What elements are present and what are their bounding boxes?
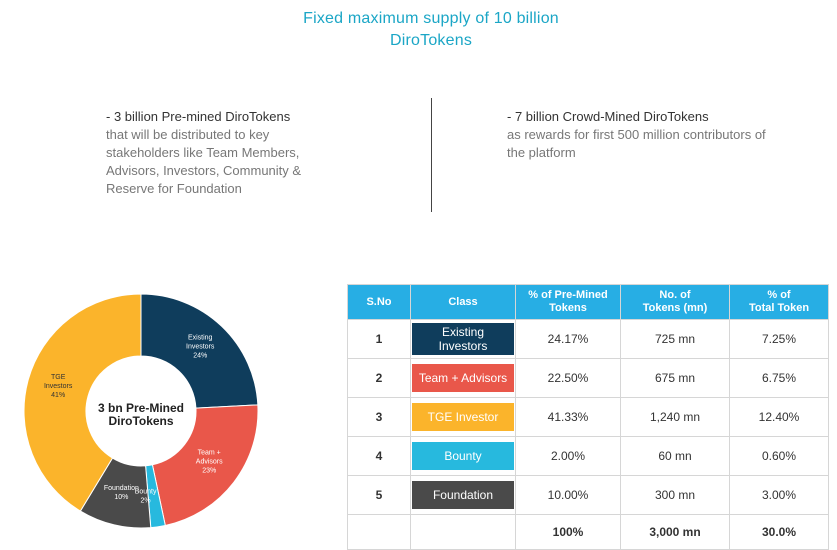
donut-label-tge-investors: TGE Investors 41%: [44, 374, 73, 399]
title-line-2: DiroTokens: [389, 32, 473, 49]
row-class: Team + Advisors: [410, 358, 516, 398]
donut-center-hole: [87, 357, 195, 465]
header-num-tokens: No. of Tokens (mn): [620, 284, 730, 320]
class-badge: Bounty: [412, 442, 514, 470]
donut-slice-tge-investors: [23, 293, 142, 512]
table-total-row: 100% 3,000 mn 30.0%: [347, 514, 829, 550]
donut-label-team-advisors: Team + Advisors 23%: [196, 449, 223, 474]
row-pct-total: 0.60%: [729, 436, 829, 476]
row-class: Existing Investors: [410, 319, 516, 359]
premined-info-block: - 3 billion Pre-mined DiroTokens that wi…: [106, 108, 346, 198]
table-row: 5 Foundation 10.00% 300 mn 3.00%: [347, 475, 829, 515]
row-sno: 2: [347, 358, 411, 398]
row-class: TGE Investor: [410, 397, 516, 437]
total-pct-premined: 100%: [515, 514, 621, 550]
row-pct-premined: 22.50%: [515, 358, 621, 398]
donut-label-bounty: Bounty 2%: [135, 488, 157, 504]
donut-slice-existing-investors: [140, 293, 259, 409]
row-tokens: 1,240 mn: [620, 397, 730, 437]
premined-lead: - 3 billion Pre-mined DiroTokens: [106, 109, 291, 124]
row-sno: 4: [347, 436, 411, 476]
class-badge: Team + Advisors: [412, 364, 514, 392]
row-sno: 1: [347, 319, 411, 359]
table-row: 1 Existing Investors 24.17% 725 mn 7.25%: [347, 319, 829, 359]
crowdmined-info-block: - 7 billion Crowd-Mined DiroTokens as re…: [507, 108, 767, 162]
premined-description: that will be distributed to key stakehol…: [106, 127, 302, 196]
vertical-divider: [431, 98, 432, 212]
donut-label-foundation: Foundation 10%: [104, 485, 139, 501]
header-pct-total: % of Total Token: [729, 284, 829, 320]
header-pct-premined: % of Pre-Mined Tokens: [515, 284, 621, 320]
total-pct-total: 30.0%: [729, 514, 829, 550]
row-pct-premined: 10.00%: [515, 475, 621, 515]
class-badge: Existing Investors: [412, 323, 514, 355]
total-class-empty: [410, 514, 516, 550]
total-sno-empty: [347, 514, 411, 550]
title-line-1: Fixed maximum supply of 10 billion: [303, 10, 559, 27]
class-badge: Foundation: [412, 481, 514, 509]
row-tokens: 725 mn: [620, 319, 730, 359]
donut-center-label-line-1: 3 bn Pre-Mined: [98, 401, 184, 415]
row-tokens: 60 mn: [620, 436, 730, 476]
page-title: Fixed maximum supply of 10 billion DiroT…: [0, 8, 837, 52]
crowdmined-description: as rewards for first 500 million contrib…: [507, 127, 766, 160]
row-pct-total: 3.00%: [729, 475, 829, 515]
row-tokens: 300 mn: [620, 475, 730, 515]
row-pct-premined: 24.17%: [515, 319, 621, 359]
row-pct-total: 6.75%: [729, 358, 829, 398]
row-tokens: 675 mn: [620, 358, 730, 398]
table-row: 3 TGE Investor 41.33% 1,240 mn 12.40%: [347, 397, 829, 437]
row-pct-total: 7.25%: [729, 319, 829, 359]
row-pct-total: 12.40%: [729, 397, 829, 437]
donut-label-existing-investors: Existing Investors 24%: [186, 335, 215, 360]
row-pct-premined: 41.33%: [515, 397, 621, 437]
row-sno: 5: [347, 475, 411, 515]
donut-slice-team-advisors: [151, 404, 259, 527]
table-row: 4 Bounty 2.00% 60 mn 0.60%: [347, 436, 829, 476]
token-allocation-table: S.No Class % of Pre-Mined Tokens No. of To…: [347, 284, 829, 550]
total-tokens: 3,000 mn: [620, 514, 730, 550]
class-badge: TGE Investor: [412, 403, 514, 431]
row-pct-premined: 2.00%: [515, 436, 621, 476]
header-sno: S.No: [347, 284, 411, 320]
donut-center-label-line-2: DiroTokens: [108, 414, 173, 428]
table-row: 2 Team + Advisors 22.50% 675 mn 6.75%: [347, 358, 829, 398]
row-sno: 3: [347, 397, 411, 437]
row-class: Foundation: [410, 475, 516, 515]
donut-chart: Existing Investors 24% Team + Advisors 23% Bou…: [23, 293, 259, 529]
crowdmined-lead: - 7 billion Crowd-Mined DiroTokens: [507, 109, 709, 124]
row-class: Bounty: [410, 436, 516, 476]
header-class: Class: [410, 284, 516, 320]
table-header-row: S.No Class % of Pre-Mined Tokens No. of To…: [347, 284, 829, 320]
